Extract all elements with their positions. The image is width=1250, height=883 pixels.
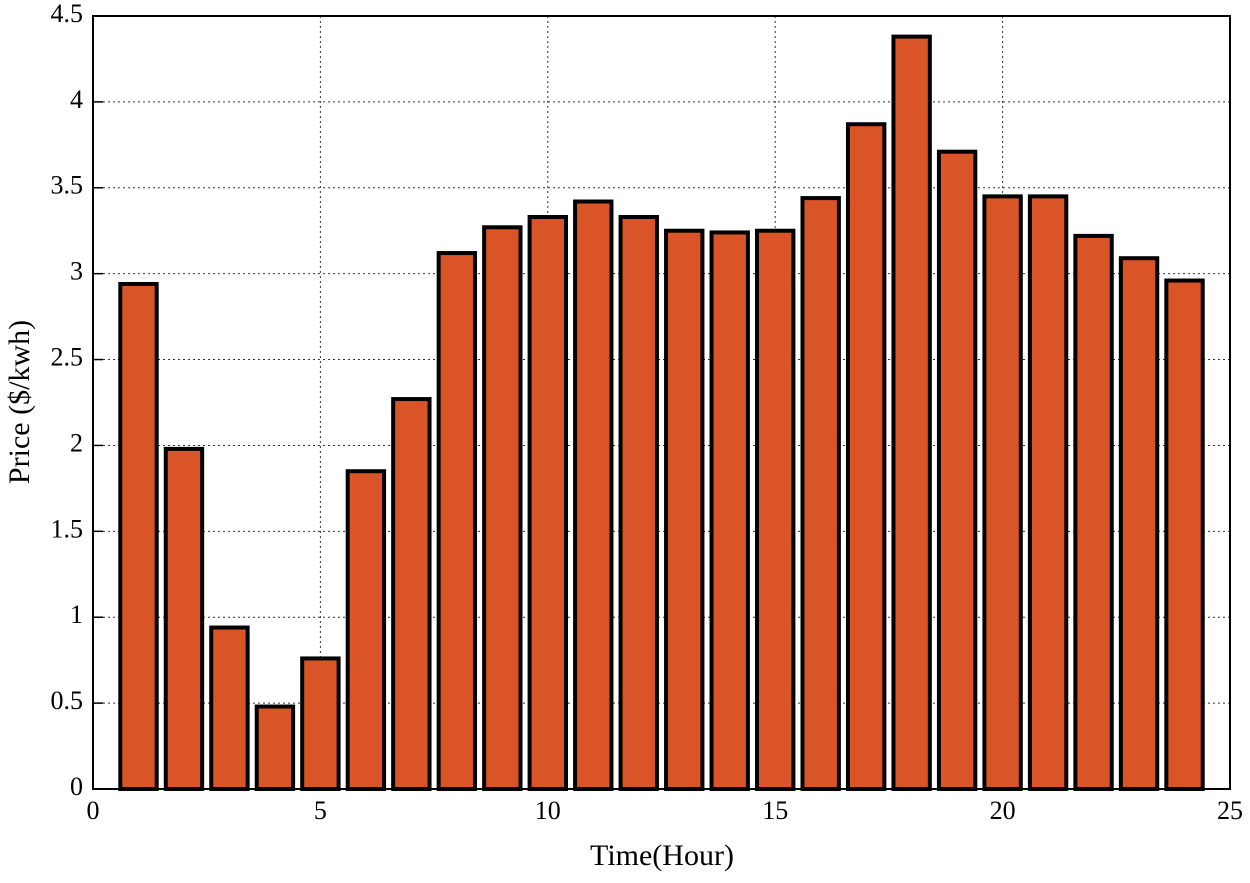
y-tick-label: 0.5: [51, 686, 84, 715]
x-tick-label: 25: [1217, 796, 1243, 825]
bar: [800, 196, 841, 791]
bar: [1164, 278, 1205, 791]
bar: [709, 230, 750, 791]
bar: [118, 281, 159, 791]
x-tick-label: 15: [762, 796, 788, 825]
y-tick-label: 1.5: [51, 514, 84, 543]
plot-frame: [92, 15, 1231, 790]
bar: [1073, 233, 1114, 791]
y-tick-label: 4: [70, 85, 83, 114]
bar: [436, 251, 478, 791]
bar: [1118, 256, 1160, 791]
y-tick-label: 0: [70, 772, 83, 801]
x-tick-label: 10: [535, 796, 561, 825]
y-tick-label: 2: [70, 428, 83, 457]
x-axis-label: Time(Hour): [590, 839, 734, 872]
bars: [118, 34, 1205, 792]
x-tick-label: 20: [990, 796, 1016, 825]
y-tick-label: 3: [70, 257, 83, 286]
bar: [482, 225, 523, 791]
bar: [254, 704, 296, 792]
y-tick-label: 3.5: [51, 171, 84, 200]
bar: [755, 228, 796, 791]
bar: [300, 656, 341, 792]
y-tick-label: 2.5: [51, 343, 84, 372]
bar: [1027, 194, 1069, 792]
bar: [664, 228, 705, 791]
y-tick-label: 1: [70, 600, 83, 629]
bar: [936, 149, 978, 791]
y-axis-label: Price ($/kwh): [3, 320, 36, 484]
bar: [345, 469, 387, 791]
bar: [209, 625, 250, 791]
x-tick-label: 5: [314, 796, 327, 825]
bar: [618, 214, 659, 792]
x-tick-label: 0: [87, 796, 100, 825]
bar: [163, 446, 205, 791]
bar: [891, 34, 932, 791]
bar: [391, 397, 432, 791]
bar: [527, 214, 568, 792]
bar: [982, 194, 1023, 792]
bar: [845, 122, 887, 792]
y-tick-label: 4.5: [51, 0, 84, 28]
bar: [573, 199, 614, 791]
